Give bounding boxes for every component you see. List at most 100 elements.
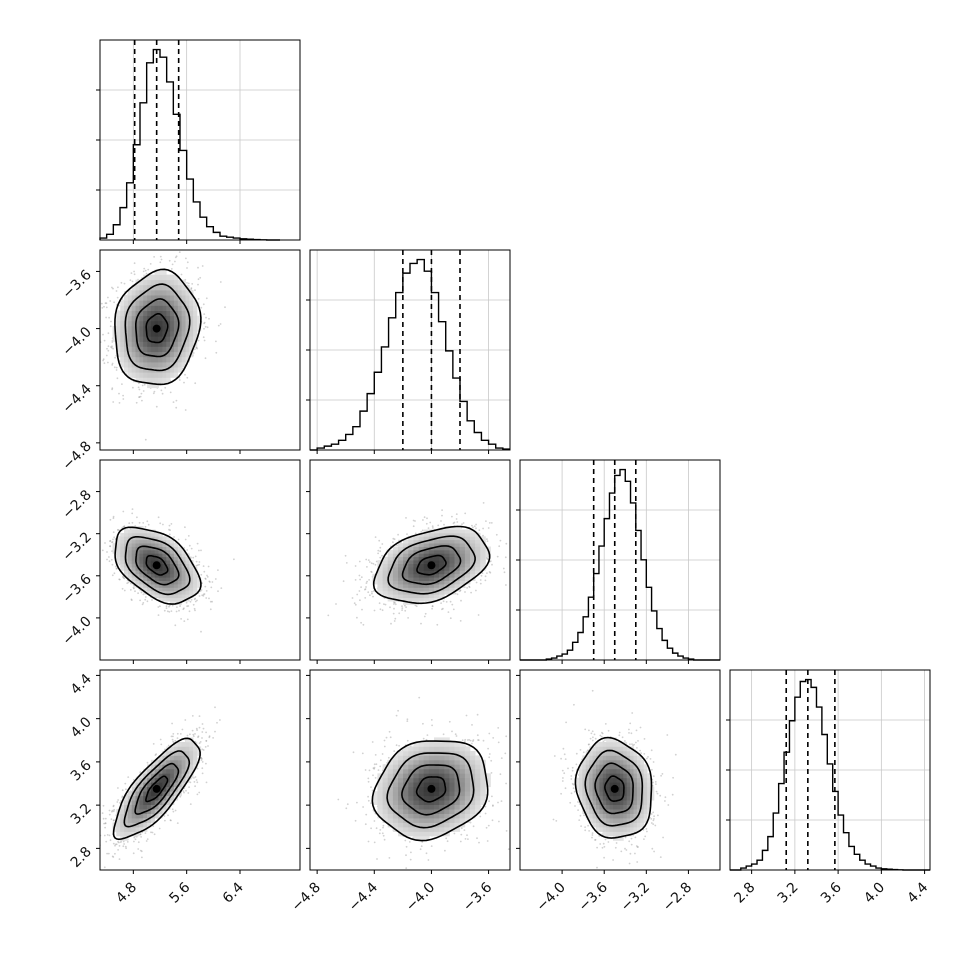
density-cell (158, 284, 163, 291)
scatter-point (129, 279, 132, 282)
scatter-point (104, 542, 106, 544)
density-cell (197, 577, 202, 581)
density-cell (124, 532, 129, 537)
density-cell (124, 536, 129, 541)
scatter-point (111, 388, 113, 391)
density-cell (189, 584, 194, 588)
scatter-point (217, 590, 219, 593)
density-cell (181, 356, 186, 363)
density-cell (154, 556, 159, 561)
density-cell (127, 546, 133, 551)
density-cell (162, 546, 167, 551)
density-cell (158, 305, 163, 311)
scatter-point (146, 520, 149, 523)
density-cell (139, 560, 144, 564)
scatter-point (354, 603, 357, 606)
scatter-point (194, 289, 196, 292)
scatter-point (166, 610, 169, 613)
density-cell (116, 320, 121, 327)
scatter-point (109, 539, 112, 542)
scatter-point (455, 513, 458, 515)
scatter-point (198, 549, 200, 552)
scatter-point (431, 607, 433, 610)
scatter-point (155, 405, 158, 408)
density-cell (135, 543, 140, 547)
density-cell (120, 556, 125, 561)
histogram-panel-1 (306, 249, 511, 451)
scatter-point (482, 527, 484, 530)
density-cell (173, 320, 179, 327)
scatter-point (401, 607, 404, 610)
density-cell (131, 290, 136, 296)
density-cell (127, 577, 133, 581)
scatter-point (211, 581, 214, 583)
density-cell (158, 580, 163, 585)
density-cell (131, 320, 136, 327)
scatter-point (117, 286, 119, 289)
scatter-point (111, 541, 113, 544)
density-cell (143, 587, 148, 592)
histogram-frame (99, 39, 301, 241)
scatter-point (200, 630, 202, 633)
scatter-point (412, 519, 415, 522)
scatter-point (473, 525, 476, 528)
scatter-point (422, 519, 424, 521)
density-cell (181, 336, 186, 342)
scatter-point (187, 535, 190, 537)
scatter-point (488, 571, 491, 573)
scatter-point (103, 305, 105, 308)
density-cell (177, 594, 182, 599)
scatter-point (202, 565, 205, 567)
scatter-point (192, 556, 195, 559)
density-cell (166, 341, 171, 347)
density-cell (177, 367, 182, 373)
scatter-point (431, 605, 434, 608)
density-cell (166, 274, 171, 281)
scatter-panel-1-2 (306, 459, 511, 664)
scatter-point (208, 317, 210, 320)
scatter-point (208, 580, 211, 583)
density-cell (166, 356, 171, 363)
density-cell (173, 553, 179, 558)
scatter-point (442, 607, 444, 610)
density-cell (189, 336, 194, 342)
density-cell (166, 584, 171, 588)
density-cell (158, 336, 163, 342)
density-cell (185, 556, 190, 561)
scatter-point (137, 386, 140, 389)
scatter-point (372, 595, 374, 598)
density-cell (139, 367, 144, 373)
density-cell (147, 326, 152, 332)
histogram-bars (99, 48, 280, 241)
density-cell (170, 553, 175, 558)
density-cell (193, 336, 198, 342)
density-cell (189, 590, 194, 595)
density-cell (173, 573, 179, 578)
density-cell (143, 326, 148, 332)
scatter-point (423, 516, 426, 519)
density-cell (150, 372, 156, 378)
scatter-point (112, 287, 114, 290)
density-cell (120, 320, 125, 327)
density-cell (135, 573, 140, 578)
density-cell (181, 594, 186, 599)
density-cell (166, 279, 171, 286)
scatter-point (503, 571, 506, 574)
density-cell (143, 320, 148, 327)
density-cell (177, 284, 182, 291)
scatter-point (214, 578, 217, 580)
scatter-point (186, 605, 189, 607)
scatter-point (105, 354, 108, 357)
density-cell (166, 305, 171, 311)
scatter-point (144, 438, 147, 441)
density-cell (139, 284, 144, 291)
density-cell (162, 563, 167, 568)
density-cell (166, 284, 171, 291)
density-cell (116, 539, 121, 544)
density-cell (166, 290, 171, 296)
density-cell (162, 584, 167, 588)
scatter-point (188, 544, 191, 547)
density-cell (154, 346, 159, 353)
density-cell (193, 331, 198, 337)
scatter-point (200, 573, 203, 576)
